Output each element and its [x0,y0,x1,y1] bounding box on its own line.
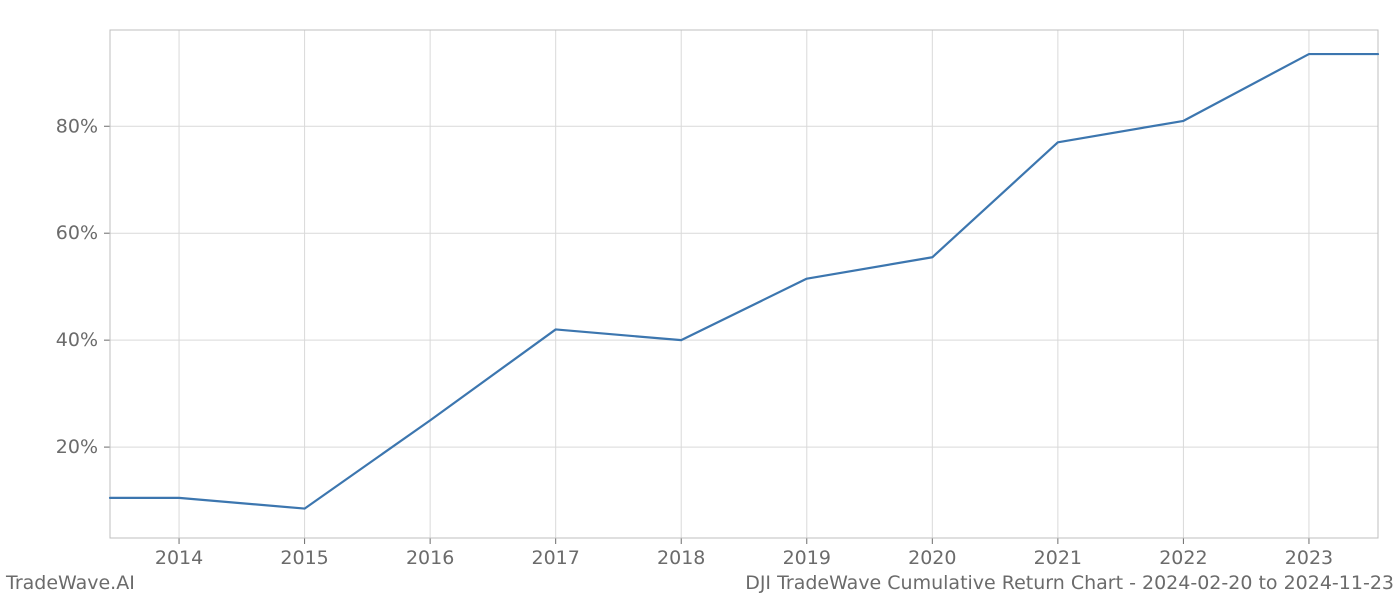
y-tick-label: 80% [56,115,98,137]
x-tick-label: 2023 [1285,547,1333,569]
y-tick-label: 40% [56,329,98,351]
x-tick-label: 2015 [280,547,328,569]
x-tick-label: 2022 [1159,547,1207,569]
x-tick-label: 2018 [657,547,705,569]
y-tick-label: 60% [56,222,98,244]
x-tick-label: 2017 [532,547,580,569]
chart-bg [0,0,1400,600]
x-tick-label: 2020 [908,547,956,569]
x-tick-label: 2014 [155,547,203,569]
chart-container: 2014 2015 2016 2017 2018 2019 2020 2021 2022 2023… [0,0,1400,600]
x-tick-label: 2021 [1034,547,1082,569]
x-tick-label: 2019 [783,547,831,569]
y-tick-label: 20% [56,436,98,458]
footer-caption: DJI TradeWave Cumulative Return Chart - … [745,572,1394,594]
line-chart: 2014 2015 2016 2017 2018 2019 2020 2021 2022 2023… [0,0,1400,600]
x-tick-label: 2016 [406,547,454,569]
footer-brand: TradeWave.AI [6,572,135,594]
